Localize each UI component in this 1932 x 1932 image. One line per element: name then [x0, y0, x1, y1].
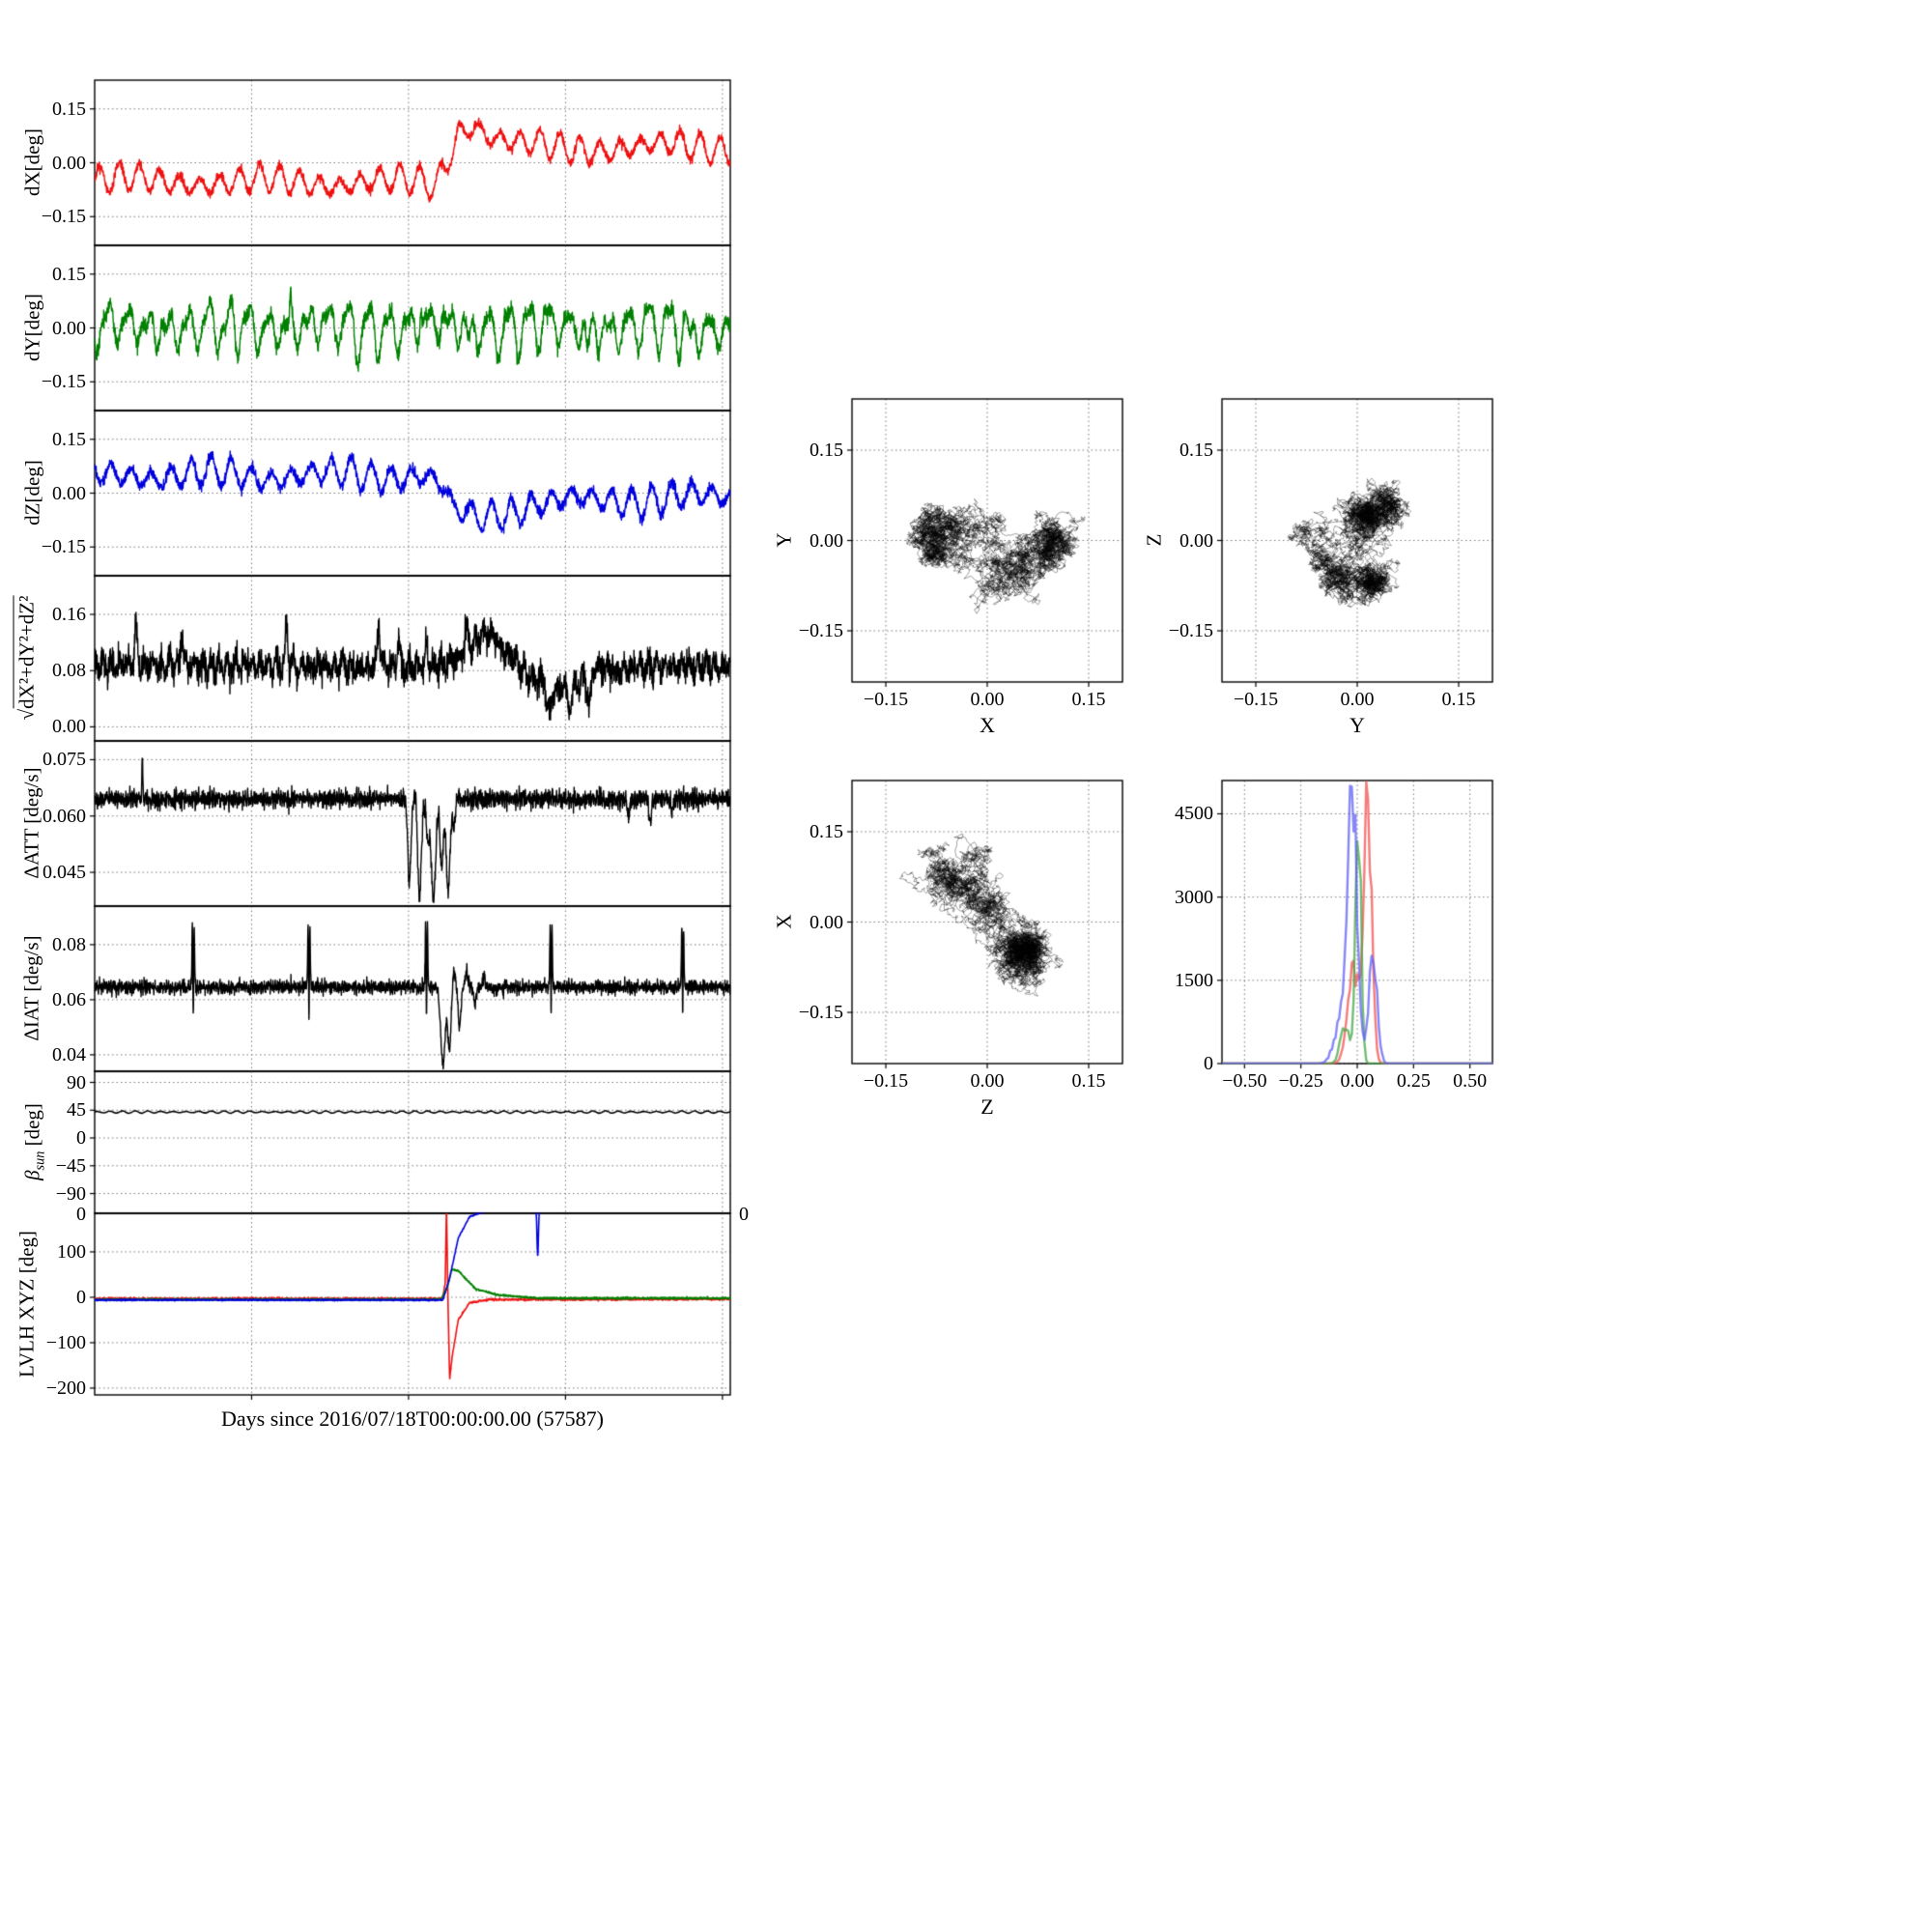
tick-label: −0.15 [863, 1070, 909, 1092]
tick-label: 0 [1204, 1053, 1213, 1074]
tick-label: −90 [55, 1182, 86, 1205]
plot-scatter-z-vs-y [1210, 387, 1504, 694]
tick-label: 90 [67, 1071, 86, 1094]
tick-label: 0.00 [1179, 529, 1213, 552]
tick-label: 0.50 [1453, 1070, 1488, 1092]
ylabel-dx: dX[deg] [20, 128, 44, 196]
plot-dx [83, 69, 742, 257]
tick-label: 0 [739, 1204, 749, 1225]
tick-label: −0.15 [41, 371, 86, 393]
ylabel-magnitude: √dX²+dY²+dZ² [13, 595, 39, 721]
tick-label: 0.00 [52, 152, 86, 174]
tick-label: 3000 [1175, 886, 1213, 908]
tick-label: 0.15 [1441, 689, 1476, 710]
tick-label: 0.060 [43, 805, 86, 827]
xlabel-scatter-y: Y [1350, 713, 1365, 737]
tick-label: −0.15 [798, 620, 843, 641]
plot-beta-sun [83, 1060, 742, 1225]
tick-label: −0.15 [863, 689, 909, 710]
tick-label: 0.00 [1340, 689, 1375, 710]
plot-dz [83, 399, 742, 587]
tick-label: 0.15 [1071, 1070, 1106, 1092]
tick-label: 0.075 [43, 749, 86, 771]
plot-lvlh [83, 1202, 742, 1406]
tick-label: 0.00 [810, 529, 843, 552]
tick-label: 0 [76, 1204, 86, 1225]
plot-histogram [1210, 769, 1504, 1075]
tick-label: −0.50 [1222, 1070, 1267, 1092]
tick-label: 0.04 [52, 1043, 86, 1065]
tick-label: −0.25 [1278, 1070, 1323, 1092]
tick-label: 0.00 [970, 689, 1005, 710]
ylabel-datt: ΔATT [deg/s] [19, 767, 43, 879]
tick-label: −200 [45, 1377, 86, 1399]
tick-label: −0.15 [798, 1002, 843, 1023]
plot-scatter-x-vs-z [840, 769, 1134, 1075]
ylabel-dz: dZ[deg] [20, 460, 44, 526]
tick-label: 0 [76, 1127, 86, 1150]
tick-label: 0.25 [1396, 1070, 1431, 1092]
x-axis-label: Days since 2016/07/18T00:00:00.00 (57587… [221, 1406, 604, 1431]
tick-label: 100 [57, 1240, 86, 1263]
ylabel-lvlh: LVLH XYZ [deg] [14, 1230, 39, 1378]
beta-symbol: β [20, 1170, 44, 1180]
ylabel-scatter-z: Z [1142, 533, 1166, 547]
tick-label: −100 [45, 1331, 86, 1353]
tick-label: 0 [76, 1286, 86, 1308]
tick-label: 0.045 [43, 862, 86, 884]
tick-label: 0.00 [1340, 1070, 1375, 1092]
ylabel-scatter-x: X [772, 914, 796, 929]
tick-label: 0.15 [52, 98, 86, 120]
tick-label: 0.08 [52, 933, 86, 955]
tick-label: 0.00 [52, 317, 86, 339]
tick-label: 0.00 [970, 1070, 1005, 1092]
tick-label: 0.00 [52, 482, 86, 504]
ylabel-diat: ΔIAT [deg/s] [19, 935, 43, 1041]
tick-label: 0.15 [810, 820, 843, 842]
ylabel-scatter-y: Y [772, 532, 796, 548]
tick-label: 0.15 [810, 439, 843, 461]
tick-label: 0.08 [52, 660, 86, 682]
beta-units: [deg] [20, 1103, 44, 1151]
plot-scatter-y-vs-x [840, 387, 1134, 694]
tick-label: −45 [55, 1154, 86, 1177]
sqrt-radicand: dX²+dY²+dZ² [13, 595, 39, 709]
tick-label: −0.15 [1233, 689, 1279, 710]
tick-label: −0.15 [41, 536, 86, 558]
ylabel-dy: dY[deg] [20, 294, 44, 361]
tick-label: −0.15 [41, 206, 86, 228]
tick-label: −0.15 [1168, 620, 1213, 641]
plot-datt [83, 729, 742, 918]
tick-label: 0.00 [52, 716, 86, 738]
tick-label: 0.15 [52, 428, 86, 450]
plot-magnitude [83, 564, 742, 753]
tick-label: 45 [67, 1099, 86, 1122]
tick-label: 0.00 [810, 911, 843, 933]
plot-dy [83, 234, 742, 422]
tick-label: 0.16 [52, 604, 86, 626]
beta-subscript: sun [32, 1151, 48, 1171]
tick-label: 0.06 [52, 988, 86, 1010]
sqrt-radical-sign: √ [14, 708, 39, 721]
tick-label: 1500 [1175, 969, 1213, 991]
tick-label: 0.15 [52, 263, 86, 285]
tick-label: 0.15 [1179, 439, 1213, 461]
ylabel-beta-sun: βsun [deg] [20, 1103, 48, 1180]
tick-label: 4500 [1175, 803, 1213, 825]
plot-diat [83, 895, 742, 1083]
xlabel-scatter-z: Z [980, 1094, 994, 1119]
xlabel-scatter-x: X [980, 713, 995, 737]
tick-label: 0.15 [1071, 689, 1106, 710]
